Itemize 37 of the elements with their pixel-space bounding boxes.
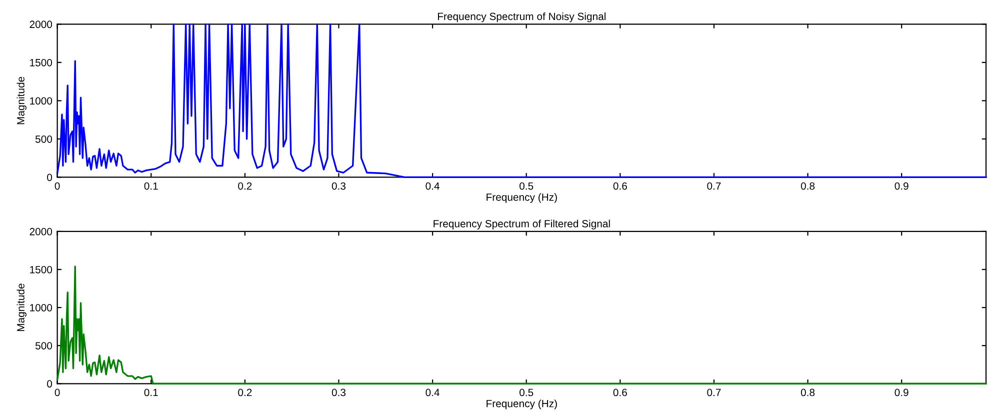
y-tick-label: 2000 bbox=[30, 20, 52, 28]
line-series bbox=[56, 23, 987, 178]
x-tick-label: 0.6 bbox=[613, 388, 627, 396]
x-tick-label: 0.3 bbox=[332, 182, 346, 190]
y-tick-label: 0 bbox=[47, 380, 52, 388]
x-axis-title: Frequency (Hz) bbox=[486, 400, 557, 410]
x-tick-label: 0.9 bbox=[894, 388, 908, 396]
y-axis-title: Magnitude bbox=[16, 284, 26, 332]
chart-title: Frequency Spectrum of Filtered Signal bbox=[434, 220, 610, 230]
y-tick-label: 500 bbox=[35, 342, 52, 350]
chart-title: Frequency Spectrum of Noisy Signal bbox=[438, 12, 606, 22]
x-tick-label: 0.2 bbox=[238, 182, 252, 190]
x-tick-label: 0.4 bbox=[426, 182, 440, 190]
x-tick-label: 0 bbox=[54, 388, 60, 396]
y-tick-label: 1000 bbox=[30, 97, 52, 105]
x-tick-label: 0.4 bbox=[426, 388, 440, 396]
y-tick-label: 500 bbox=[35, 135, 52, 143]
x-tick-label: 0.5 bbox=[520, 182, 534, 190]
y-tick-label: 0 bbox=[47, 174, 52, 182]
y-tick-label: 1500 bbox=[30, 58, 52, 66]
x-axis-title: Frequency (Hz) bbox=[486, 193, 557, 203]
x-tick-label: 0.1 bbox=[144, 388, 158, 396]
x-tick-label: 0.9 bbox=[894, 182, 908, 190]
x-tick-label: 0.2 bbox=[238, 388, 252, 396]
x-tick-label: 0.7 bbox=[707, 388, 721, 396]
x-tick-label: 0 bbox=[54, 182, 60, 190]
x-tick-label: 0.8 bbox=[800, 182, 815, 190]
x-tick-label: 0.3 bbox=[332, 388, 346, 396]
y-tick-label: 1500 bbox=[30, 266, 52, 274]
x-tick-label: 0.5 bbox=[520, 388, 534, 396]
y-axis-title: Magnitude bbox=[16, 76, 26, 124]
x-tick-label: 0.8 bbox=[800, 388, 815, 396]
y-tick-label: 2000 bbox=[30, 228, 52, 236]
x-tick-label: 0.1 bbox=[144, 182, 158, 190]
x-tick-label: 0.7 bbox=[707, 182, 721, 190]
x-tick-label: 0.6 bbox=[613, 182, 627, 190]
y-tick-label: 1000 bbox=[30, 304, 52, 312]
